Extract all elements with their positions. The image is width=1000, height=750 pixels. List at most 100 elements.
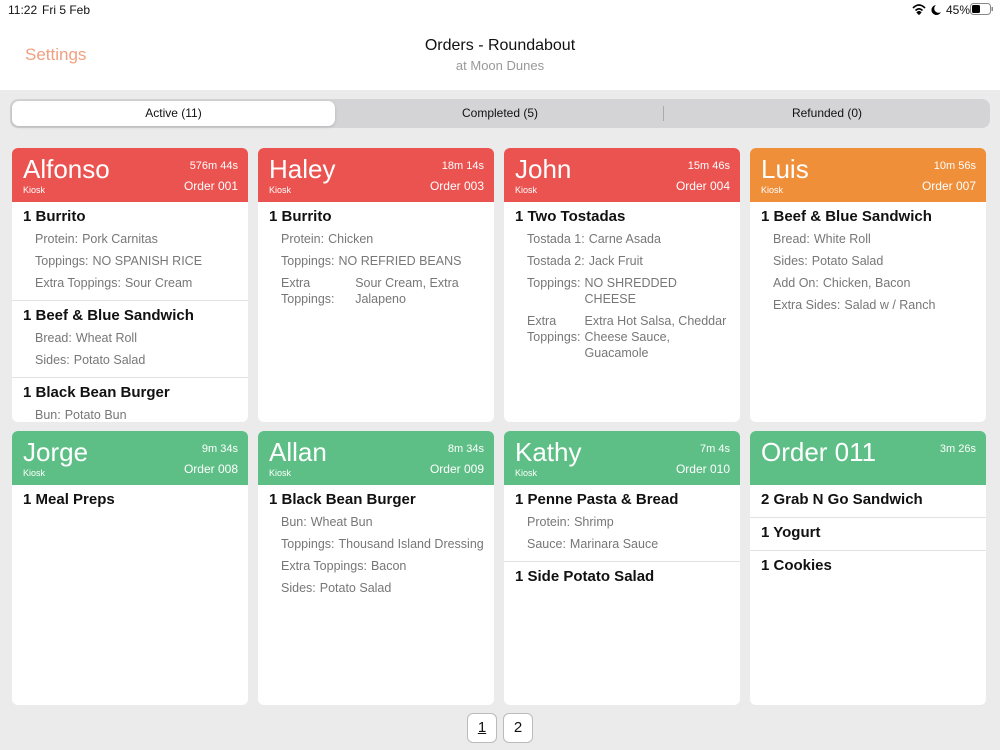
item-option: Toppings: NO SPANISH RICE <box>23 250 238 272</box>
order-card[interactable]: Haley 18m 14s Kiosk Order 003 1 Burrito Prote… <box>258 148 494 422</box>
item-option: Sides: Potato Salad <box>269 577 484 599</box>
elapsed-time: 15m 46s <box>687 160 730 172</box>
item-option: Protein: Shrimp <box>515 511 730 533</box>
option-label: Tostada 1: <box>527 232 585 246</box>
option-value: NO SHREDDED CHEESE <box>584 276 677 306</box>
order-card[interactable]: John 15m 46s Kiosk Order 004 1 Two Tostadas T… <box>504 148 740 422</box>
customer-name: Alfonso <box>23 154 110 184</box>
option-value: Extra Hot Salsa, Cheddar Cheese Sauce, G… <box>584 314 727 360</box>
customer-name: Kathy <box>515 437 582 467</box>
page-button[interactable]: 1 <box>467 713 497 743</box>
order-number: Order 009 <box>429 462 484 476</box>
option-label: Toppings: <box>527 276 581 290</box>
tab-divider <box>663 106 664 121</box>
order-source: Kiosk <box>269 185 292 195</box>
option-value: Potato Salad <box>73 353 146 367</box>
elapsed-time: 18m 14s <box>441 160 484 172</box>
item-option: Tostada 1: Carne Asada <box>515 228 730 250</box>
customer-name: John <box>515 154 572 184</box>
order-card[interactable]: Allan 8m 34s Kiosk Order 009 1 Black Bean Bu… <box>258 431 494 705</box>
order-card[interactable]: Jorge 9m 34s Kiosk Order 008 1 Meal Preps <box>12 431 248 705</box>
card-body: 1 Two Tostadas Tostada 1: Carne Asada Tosta… <box>504 202 740 370</box>
elapsed-time: 7m 4s <box>700 443 730 455</box>
tab-refunded[interactable]: Refunded (0) <box>791 106 863 120</box>
card-header: Jorge 9m 34s Kiosk Order 008 <box>12 431 248 485</box>
order-item: 1 Burrito Protein: Pork Carnitas Toppings: N… <box>12 202 248 301</box>
order-card[interactable]: Alfonso 576m 44s Kiosk Order 001 1 Burrito Pr… <box>12 148 248 422</box>
order-item: 1 Black Bean Burger Bun: Potato Bun <box>12 378 248 422</box>
item-option: Add On: Chicken, Bacon <box>761 272 976 294</box>
order-item: 1 Penne Pasta & Bread Protein: Shrimp Sauce… <box>504 485 740 562</box>
option-label: Extra Sides: <box>773 298 841 312</box>
header-bar: 11:22 Fri 5 Feb 45% Settings Orders - Ro… <box>0 0 1000 90</box>
card-body: 1 Beef & Blue Sandwich Bread: White Roll Si… <box>750 202 986 322</box>
item-title: 1 Burrito <box>23 208 86 225</box>
item-title: 1 Beef & Blue Sandwich <box>761 208 932 225</box>
item-option: Toppings: Thousand Island Dressing <box>269 533 484 555</box>
option-label: Protein: <box>281 232 325 246</box>
order-number: Order 004 <box>675 179 730 193</box>
option-label: Extra Toppings: <box>281 559 367 573</box>
option-label: Toppings: <box>35 254 89 268</box>
order-source: Kiosk <box>515 185 538 195</box>
card-body: 1 Meal Preps <box>12 485 248 517</box>
order-source: Kiosk <box>515 468 538 478</box>
tab-completed[interactable]: Completed (5) <box>461 106 539 120</box>
order-source: Kiosk <box>269 468 292 478</box>
option-value: Marinara Sauce <box>569 537 659 551</box>
order-card[interactable]: Order 011 3m 26s 2 Grab N Go Sandwich 1 Yog… <box>750 431 986 705</box>
order-item: 1 Beef & Blue Sandwich Bread: White Roll Si… <box>750 202 986 322</box>
card-body: 1 Penne Pasta & Bread Protein: Shrimp Sauce… <box>504 485 740 594</box>
page-subtitle: at Moon Dunes <box>455 58 545 73</box>
option-label: Bun: <box>35 408 61 422</box>
item-title: 1 Side Potato Salad <box>515 568 655 585</box>
order-source: Kiosk <box>23 185 46 195</box>
option-label: Tostada 2: <box>527 254 585 268</box>
option-value: Chicken, Bacon <box>822 276 911 290</box>
order-item: 2 Grab N Go Sandwich <box>750 485 986 518</box>
item-option: Extra Sides: Salad w / Ranch <box>761 294 976 316</box>
item-option: Extra Toppings: Extra Hot Salsa, Cheddar … <box>515 310 730 364</box>
option-value: Chicken <box>328 232 374 246</box>
item-title: 1 Cookies <box>761 557 832 574</box>
option-label: Sides: <box>281 581 316 595</box>
item-option: Protein: Chicken <box>269 228 484 250</box>
order-item: 1 Beef & Blue Sandwich Bread: Wheat Roll Si… <box>12 301 248 378</box>
option-label: Protein: <box>527 515 571 529</box>
tab-active[interactable]: Active (11) <box>12 101 335 126</box>
order-card[interactable]: Luis 10m 56s Kiosk Order 007 1 Beef & Blue S… <box>750 148 986 422</box>
item-option: Sauce: Marinara Sauce <box>515 533 730 555</box>
item-title: 1 Meal Preps <box>23 491 115 508</box>
customer-name: Luis <box>761 154 809 184</box>
page-button[interactable]: 2 <box>503 713 533 743</box>
status-date: Fri 5 Feb <box>42 3 91 17</box>
card-header: John 15m 46s Kiosk Order 004 <box>504 148 740 202</box>
customer-name: Jorge <box>23 437 89 467</box>
option-value: Wheat Bun <box>310 515 373 529</box>
item-option: Bun: Wheat Bun <box>269 511 484 533</box>
option-value: Potato Salad <box>811 254 884 268</box>
item-option: Extra Toppings: Sour Cream, Extra Jalapen… <box>269 272 484 310</box>
segmented-control: Active (11) Completed (5) Refunded (0) <box>10 99 990 128</box>
option-label: Extra Toppings: <box>281 276 335 306</box>
order-number: Order 008 <box>183 462 238 476</box>
battery-level: 45% <box>946 3 971 17</box>
customer-name: Haley <box>269 154 336 184</box>
item-title: 2 Grab N Go Sandwich <box>761 491 923 508</box>
item-option: Extra Toppings: Sour Cream <box>23 272 238 294</box>
option-value: Pork Carnitas <box>82 232 158 246</box>
order-source: Kiosk <box>761 185 784 195</box>
item-option: Extra Toppings: Bacon <box>269 555 484 577</box>
item-title: 1 Yogurt <box>761 524 821 541</box>
order-card[interactable]: Kathy 7m 4s Kiosk Order 010 1 Penne Pasta & … <box>504 431 740 705</box>
item-option: Sides: Potato Salad <box>23 349 238 371</box>
elapsed-time: 8m 34s <box>447 443 484 455</box>
card-body: 1 Burrito Protein: Pork Carnitas Toppings: N… <box>12 202 248 422</box>
option-value: NO SPANISH RICE <box>92 254 203 268</box>
item-title: 1 Beef & Blue Sandwich <box>23 307 194 324</box>
order-item: 1 Side Potato Salad <box>504 562 740 594</box>
settings-button[interactable]: Settings <box>25 45 87 64</box>
option-value: Bacon <box>370 559 407 573</box>
order-item: 1 Burrito Protein: Chicken Toppings: NO REFR… <box>258 202 494 316</box>
